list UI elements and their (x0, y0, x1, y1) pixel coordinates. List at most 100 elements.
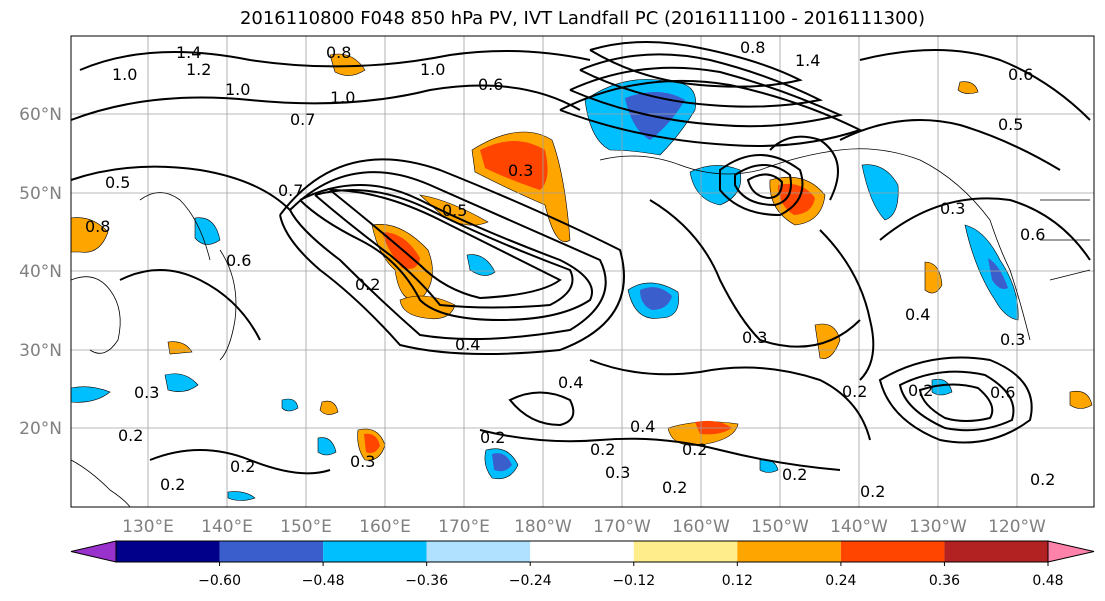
colorbar-tick-label: −0.60 (198, 573, 241, 589)
contour-label: 0.6 (226, 251, 251, 270)
map-frame (70, 35, 1095, 508)
contour-label: 0.3 (742, 328, 767, 347)
anomaly-pos (319, 400, 339, 415)
longitude-label: 120°W (988, 517, 1046, 537)
contour-label: 0.8 (85, 217, 110, 236)
contour-label: 0.5 (442, 201, 467, 220)
contour-label: 0.3 (508, 161, 533, 180)
contour-label: 0.5 (105, 173, 130, 192)
anomaly-neg (466, 254, 496, 276)
anomaly-pos (957, 81, 979, 94)
latitude-label: 60°N (19, 105, 62, 125)
colorbar: −0.60 −0.48 −0.36 −0.24 −0.12 0.12 0.24 0.36 0.4… (70, 540, 1095, 589)
longitude-label: 180°W (514, 517, 572, 537)
longitude-label: 140°W (830, 517, 888, 537)
contour-label: 0.2 (662, 478, 687, 497)
colorbar-bin (530, 541, 634, 562)
longitude-label: 140°E (201, 517, 253, 537)
latitude-label: 30°N (19, 341, 62, 361)
anomaly-neg (70, 386, 111, 403)
anomaly-pos-strong (480, 141, 548, 190)
colorbar-bin (426, 541, 531, 562)
contour-label: 0.6 (478, 75, 503, 94)
contour-label: 0.2 (1030, 470, 1055, 489)
contour-label: 0.3 (134, 383, 159, 402)
colorbar-tick-label: −0.12 (612, 573, 655, 589)
colorbar-tick-label: −0.24 (509, 573, 552, 589)
longitude-label: 170°W (593, 517, 651, 537)
anomaly-pos (167, 341, 193, 355)
contour-label: 0.2 (118, 426, 143, 445)
longitude-label: 130°W (909, 517, 967, 537)
contour-label: 0.3 (605, 463, 630, 482)
anomaly-pos (70, 217, 109, 253)
anomaly-pos-strong (778, 183, 815, 215)
colorbar-tick-label: −0.48 (302, 573, 345, 589)
map-background (71, 36, 1094, 507)
latitude-label: 40°N (19, 262, 62, 282)
contour-label: 0.5 (998, 115, 1023, 134)
colorbar-bin (944, 541, 1048, 562)
contour-label: 0.2 (860, 482, 885, 501)
colorbar-tick-label: 0.24 (825, 573, 856, 589)
colorbar-tick-label: 0.12 (722, 573, 753, 589)
contour-label: 1.0 (330, 88, 355, 107)
anomaly-neg-strong (640, 287, 672, 310)
anomaly-neg (164, 373, 199, 392)
contour-label: 1.0 (225, 80, 250, 99)
anomaly-neg-strong (492, 453, 512, 472)
anomaly-neg (227, 491, 256, 501)
colorbar-extend-high (1047, 540, 1095, 563)
contour-label: 0.7 (290, 110, 315, 129)
colorbar-bin (116, 541, 220, 562)
longitude-label: 160°W (672, 517, 730, 537)
anomaly-neg (861, 164, 899, 221)
contour-label: 0.4 (905, 305, 930, 324)
contour-label: 0.3 (1000, 330, 1025, 349)
contour-label: 0.6 (1020, 225, 1045, 244)
contour-label: 1.0 (112, 65, 137, 84)
colorbar-bin (219, 541, 324, 562)
anomaly-neg-strong (988, 258, 1008, 289)
ivt-contours (70, 40, 1091, 475)
contour-label: 0.6 (990, 383, 1015, 402)
contour-label: 0.2 (355, 275, 380, 294)
anomaly-pos (1069, 391, 1093, 409)
contour-label: 1.2 (186, 60, 211, 79)
colorbar-bin (633, 541, 738, 562)
latitude-label: 50°N (19, 184, 62, 204)
contour-label: 0.7 (278, 181, 303, 200)
colorbar-tick-label: 0.48 (1032, 573, 1063, 589)
contour-label: 0.2 (842, 382, 867, 401)
contour-label: 0.8 (740, 38, 765, 57)
anomaly-neg (281, 398, 299, 412)
contour-label: 0.2 (682, 440, 707, 459)
contour-label: 0.8 (326, 43, 351, 62)
contour-label: 0.2 (480, 428, 505, 447)
colorbar-bin (323, 541, 427, 562)
map-title: 2016110800 F048 850 hPa PV, IVT Landfall… (239, 8, 926, 29)
longitude-label: 130°E (122, 517, 174, 537)
anomaly-neg (689, 165, 742, 206)
contour-label: 0.3 (350, 452, 375, 471)
contour-label: 0.4 (455, 335, 480, 354)
colorbar-bin (737, 541, 841, 562)
anomaly-neg (931, 378, 953, 396)
longitude-axis: 130°E 140°E 150°E 160°E 170°E 180°W 170°… (122, 517, 1046, 537)
longitude-label: 160°E (359, 517, 411, 537)
anomaly-pos-strong (364, 433, 380, 454)
contour-label: 0.2 (230, 457, 255, 476)
contour-label: 0.3 (940, 199, 965, 218)
contour-label: 0.2 (908, 381, 933, 400)
contour-label: 0.2 (590, 440, 615, 459)
latitude-label: 20°N (19, 419, 62, 439)
contour-label: 1.0 (420, 60, 445, 79)
colorbar-extend-low (70, 540, 117, 563)
contour-label: 1.4 (795, 51, 820, 70)
latitude-axis: 60°N 50°N 40°N 30°N 20°N (19, 105, 62, 439)
anomaly-pos (329, 53, 366, 76)
colorbar-tick-label: 0.36 (929, 573, 960, 589)
contour-label: 0.4 (558, 373, 583, 392)
longitude-label: 170°E (438, 517, 490, 537)
